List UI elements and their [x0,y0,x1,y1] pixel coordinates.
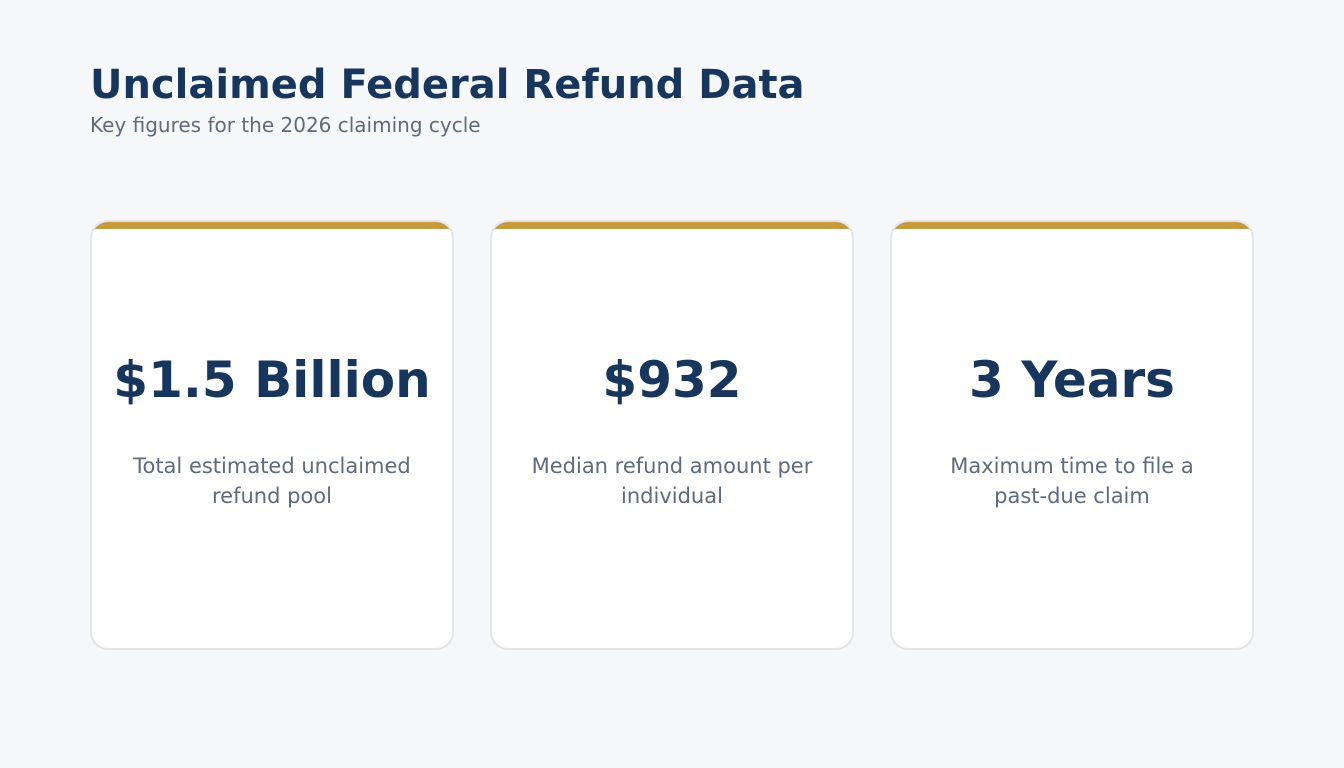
stat-card-claim-deadline: 3 Years Maximum time to file a past-due … [890,220,1254,650]
card-accent-bar [892,222,1252,229]
stat-cards: $1.5 Billion Total estimated unclaimed r… [90,220,1254,650]
card-accent-bar [92,222,452,229]
stat-value: $1.5 Billion [113,351,431,409]
card-accent-bar [492,222,852,229]
page-title: Unclaimed Federal Refund Data [90,62,805,108]
stat-description: Maximum time to file a past-due claim [950,454,1194,508]
page-subtitle: Key figures for the 2026 claiming cycle [90,113,481,137]
stat-value: $932 [602,351,742,409]
stat-value: 3 Years [969,351,1175,409]
stat-card-refund-pool: $1.5 Billion Total estimated unclaimed r… [90,220,454,650]
stat-description: Median refund amount per individual [531,454,813,508]
stat-card-median-refund: $932 Median refund amount per individual [490,220,854,650]
stat-description: Total estimated unclaimed refund pool [133,454,411,508]
page-header: Unclaimed Federal Refund Data Key figure… [90,60,1254,138]
